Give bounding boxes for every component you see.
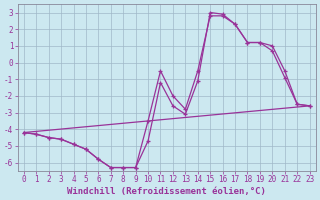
X-axis label: Windchill (Refroidissement éolien,°C): Windchill (Refroidissement éolien,°C) xyxy=(67,187,266,196)
